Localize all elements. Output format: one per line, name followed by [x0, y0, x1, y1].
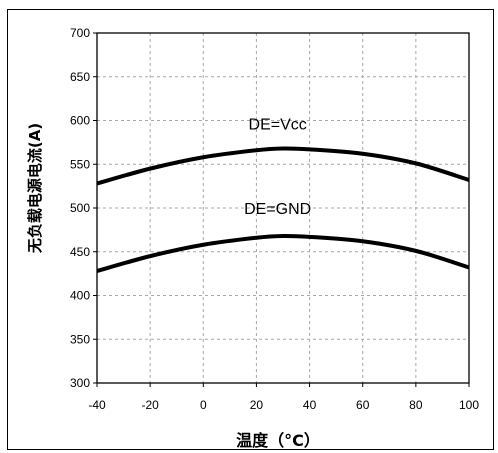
y-tick-label: 600: [70, 114, 90, 128]
x-axis-label: 温度（°C）: [235, 431, 320, 450]
x-tick-label: 20: [250, 398, 264, 412]
y-tick-label: 400: [70, 289, 90, 303]
x-tick-label: 60: [356, 398, 370, 412]
annotations: DE=Vcc DE=GND: [244, 116, 311, 218]
series-line-2: [97, 236, 469, 271]
y-tick-label: 700: [70, 26, 90, 40]
x-tick-label: -40: [88, 398, 106, 412]
y-tick-label: 450: [70, 245, 90, 259]
series-label-2: DE=GND: [244, 201, 311, 218]
y-tick-label: 300: [70, 376, 90, 390]
x-tick-label: 0: [200, 398, 207, 412]
series-label-1: DE=Vcc: [249, 116, 307, 133]
y-tick-label: 550: [70, 157, 90, 171]
series-line-1: [97, 148, 469, 183]
x-tick-label: 40: [303, 398, 317, 412]
x-tick-label: 80: [409, 398, 423, 412]
y-axis-label: 无负载电源电流(A): [26, 123, 44, 254]
axis-ticks: 300 350 400 450 500 550 600 650 700 -40 -20 0 20 40 60…: [70, 26, 479, 412]
x-tick-label: -20: [141, 398, 159, 412]
x-tick-label: 100: [459, 398, 479, 412]
y-tick-label: 650: [70, 70, 90, 84]
y-tick-label: 500: [70, 201, 90, 215]
y-tick-label: 350: [70, 332, 90, 346]
